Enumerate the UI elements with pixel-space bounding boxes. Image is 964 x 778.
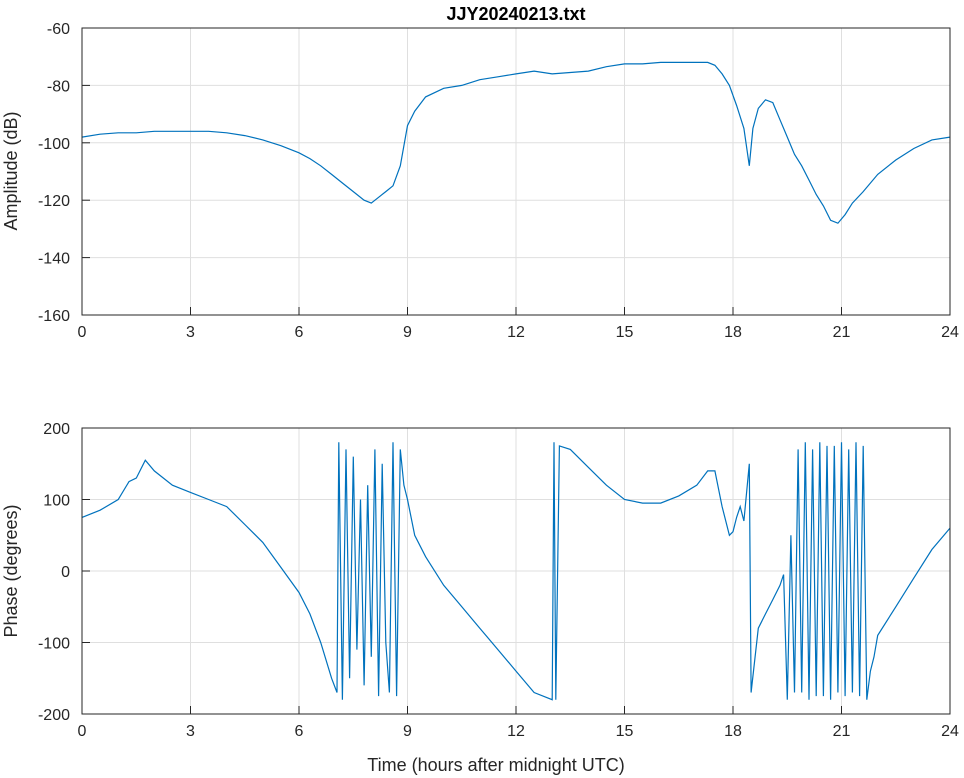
amplitude-ticks: 0 3 6 9 12 15 18 21 24 -60 -80 -100 -120 -140 -160 [38,21,959,341]
phase-x-tick-label: 6 [295,723,304,740]
amplitude-plot: 0 3 6 9 12 15 18 21 24 -60 -80 -100 -120 -140 -160 Amp… [1,21,959,341]
phase-x-tick-label: 18 [724,723,742,740]
amplitude-y-tick-label: -120 [38,193,70,210]
amplitude-x-tick-label: 3 [186,324,195,341]
phase-y-tick-label: 100 [43,493,70,510]
phase-y-tick-label: 200 [43,421,70,438]
phase-x-tick-label: 15 [616,723,634,740]
phase-x-tick-label: 3 [186,723,195,740]
amplitude-y-tick-label: -100 [38,136,70,153]
amplitude-series-line [81,61,951,224]
amplitude-axes-box [81,27,951,316]
phase-y-tick-label: -100 [38,636,70,653]
phase-x-tick-label: 24 [941,723,959,740]
phase-x-tick-label: 12 [507,723,525,740]
amplitude-y-axis-label: Amplitude (dB) [1,111,21,230]
amplitude-x-tick-label: 21 [833,324,851,341]
amplitude-x-tick-label: 6 [295,324,304,341]
phase-y-tick-label: -200 [38,707,70,724]
amplitude-x-tick-label: 18 [724,324,742,341]
amplitude-y-tick-label: -80 [47,78,70,95]
phase-y-tick-label: 0 [61,564,70,581]
amplitude-y-tick-label: -60 [47,21,70,38]
amplitude-x-tick-label: 9 [403,324,412,341]
x-axis-label: Time (hours after midnight UTC) [367,755,624,775]
amplitude-x-tick-label: 0 [78,324,87,341]
phase-plot: 0 3 6 9 12 15 18 21 24 200 100 0 -100 -200 Phase (deg… [1,421,959,775]
phase-x-tick-label: 0 [78,723,87,740]
phase-y-axis-label: Phase (degrees) [1,504,21,637]
phase-series-line [81,442,951,701]
phase-x-tick-label: 9 [403,723,412,740]
chart-title: JJY20240213.txt [446,4,585,24]
phase-x-tick-label: 21 [833,723,851,740]
amplitude-x-tick-label: 15 [616,324,634,341]
amplitude-y-tick-label: -160 [38,308,70,325]
amplitude-x-tick-label: 12 [507,324,525,341]
phase-ticks: 0 3 6 9 12 15 18 21 24 200 100 0 -100 -200 [38,421,959,740]
amplitude-y-tick-label: -140 [38,251,70,268]
phase-axes-box [81,427,951,715]
amplitude-x-tick-label: 24 [941,324,959,341]
